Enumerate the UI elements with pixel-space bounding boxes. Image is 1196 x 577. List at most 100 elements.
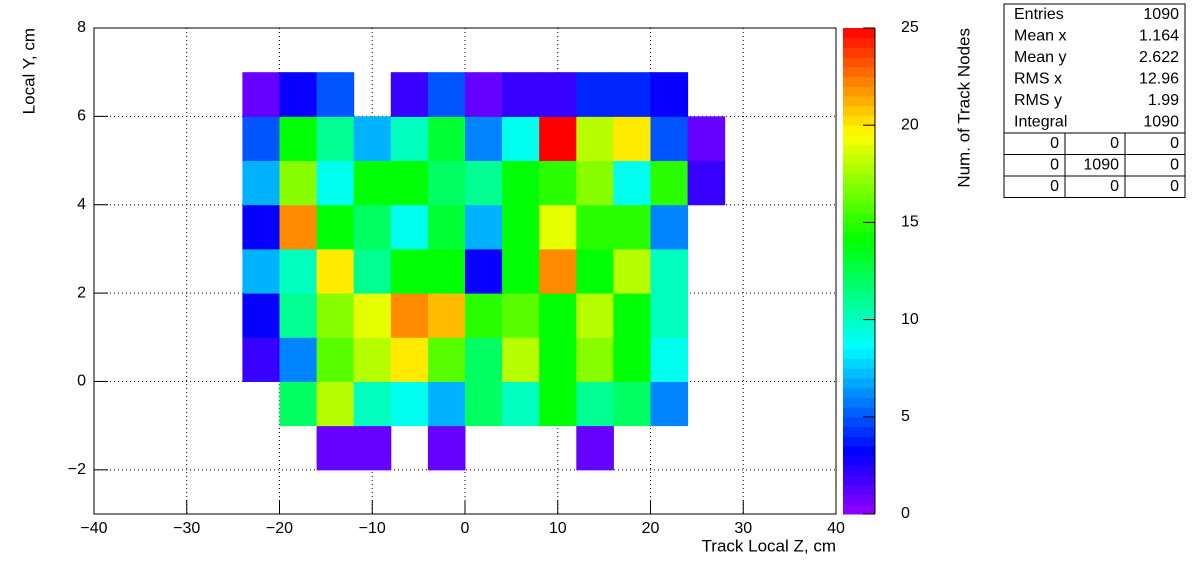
heatmap-cell <box>353 248 392 294</box>
x-tick-label: −20 <box>266 520 293 537</box>
stats-label: Integral <box>1014 113 1067 130</box>
colorbar-band <box>843 494 875 505</box>
heatmap-cell <box>502 381 540 427</box>
stats-label: Entries <box>1014 6 1064 23</box>
colorbar-band <box>843 445 875 457</box>
colorbar-band <box>843 144 875 155</box>
heatmap-cell <box>613 160 651 206</box>
y-tick-label: 8 <box>77 19 86 36</box>
heatmap-cell <box>353 425 392 471</box>
heatmap-cell <box>465 248 503 294</box>
heatmap-cell <box>502 116 540 162</box>
colorbar-band <box>843 251 875 262</box>
heatmap-cell <box>279 293 318 338</box>
heatmap-cell <box>353 160 392 206</box>
colorbar-band <box>843 339 875 350</box>
colorbar-band <box>843 154 875 165</box>
heatmap-cell <box>539 160 577 206</box>
heatmap-cell <box>576 72 614 117</box>
heatmap-cell <box>539 293 577 338</box>
heatmap-cell <box>502 293 540 338</box>
heatmap-cell <box>576 160 614 206</box>
colorbar-title: Num. of Track Nodes <box>954 28 973 188</box>
heatmap-cell <box>316 160 355 206</box>
heatmap-cell <box>390 204 429 250</box>
stats-cell: 0 <box>1110 178 1119 195</box>
heatmap-cell <box>539 204 577 250</box>
stats-cell: 0 <box>1050 135 1059 152</box>
heatmap-cell <box>427 381 466 427</box>
colorbar-band <box>843 329 875 340</box>
heatmap-cell <box>613 248 651 294</box>
x-tick-label: 20 <box>642 520 660 537</box>
colorbar-tick-label: 10 <box>901 311 919 328</box>
heatmap-cell <box>576 204 614 250</box>
heatmap-cell <box>576 248 614 294</box>
colorbar-tick-label: 25 <box>901 19 919 36</box>
x-tick-label: −30 <box>173 520 200 537</box>
colorbar-band <box>843 504 875 515</box>
heatmap-cell <box>613 337 651 382</box>
heatmap-cell <box>242 160 280 206</box>
colorbar-band <box>843 358 875 369</box>
colorbar-band <box>843 368 875 379</box>
stats-value: 12.96 <box>1139 70 1179 87</box>
heatmap-cell <box>390 293 429 338</box>
stats-cell: 0 <box>1110 135 1119 152</box>
colorbar-band <box>843 377 875 389</box>
heatmap-cell <box>427 248 466 294</box>
heatmap-cell <box>427 293 466 338</box>
heatmap-cell <box>613 116 651 162</box>
heatmap-cell <box>353 381 392 427</box>
colorbar-band <box>843 115 875 126</box>
colorbar-band <box>843 202 875 214</box>
heatmap-cell <box>279 337 318 382</box>
colorbar-tick-label: 0 <box>901 505 910 522</box>
heatmap-cell <box>465 160 503 206</box>
heatmap-cell <box>465 337 503 382</box>
heatmap-cell <box>502 337 540 382</box>
colorbar-band <box>843 280 875 291</box>
heatmap-cell <box>539 116 577 162</box>
heatmap-cell <box>353 116 392 162</box>
heatmap-cell <box>687 116 726 162</box>
heatmap-cell <box>390 337 429 382</box>
heatmap-cell <box>279 72 318 117</box>
heatmap-cell <box>650 337 689 382</box>
colorbar-band <box>843 183 875 194</box>
stats-label: Mean x <box>1014 27 1066 44</box>
heatmap-cell <box>242 337 280 382</box>
colorbar-band <box>843 125 875 136</box>
stats-cell: 0 <box>1170 156 1179 173</box>
heatmap-cell <box>353 337 392 382</box>
heatmap-cell <box>316 381 355 427</box>
heatmap-cell <box>650 293 689 338</box>
stats-label: RMS x <box>1014 70 1062 87</box>
heatmap-cell <box>390 248 429 294</box>
colorbar-band <box>843 416 875 428</box>
colorbar-band <box>843 173 875 185</box>
heatmap-cell <box>650 72 689 117</box>
heatmap-cell <box>650 248 689 294</box>
colorbar-band <box>843 300 875 311</box>
colorbar-band <box>843 241 875 253</box>
y-tick-label: 0 <box>77 373 86 390</box>
heatmap-cell <box>613 72 651 117</box>
heatmap-cell <box>242 293 280 338</box>
heatmap-cell <box>650 381 689 427</box>
heatmap-cell <box>502 204 540 250</box>
colorbar-band <box>843 271 875 282</box>
stats-label: Mean y <box>1014 49 1066 66</box>
heatmap-cell <box>465 293 503 338</box>
y-tick-label: −2 <box>68 461 86 478</box>
heatmap-cell <box>427 337 466 382</box>
heatmap-cell <box>427 160 466 206</box>
heatmap-cell <box>465 72 503 117</box>
heatmap-cell <box>650 160 689 206</box>
heatmap-cell <box>353 204 392 250</box>
heatmap-cell <box>390 160 429 206</box>
colorbar-tick-label: 15 <box>901 214 919 231</box>
heatmap-cell <box>502 160 540 206</box>
heatmap-cell <box>390 72 429 117</box>
colorbar-band <box>843 164 875 175</box>
